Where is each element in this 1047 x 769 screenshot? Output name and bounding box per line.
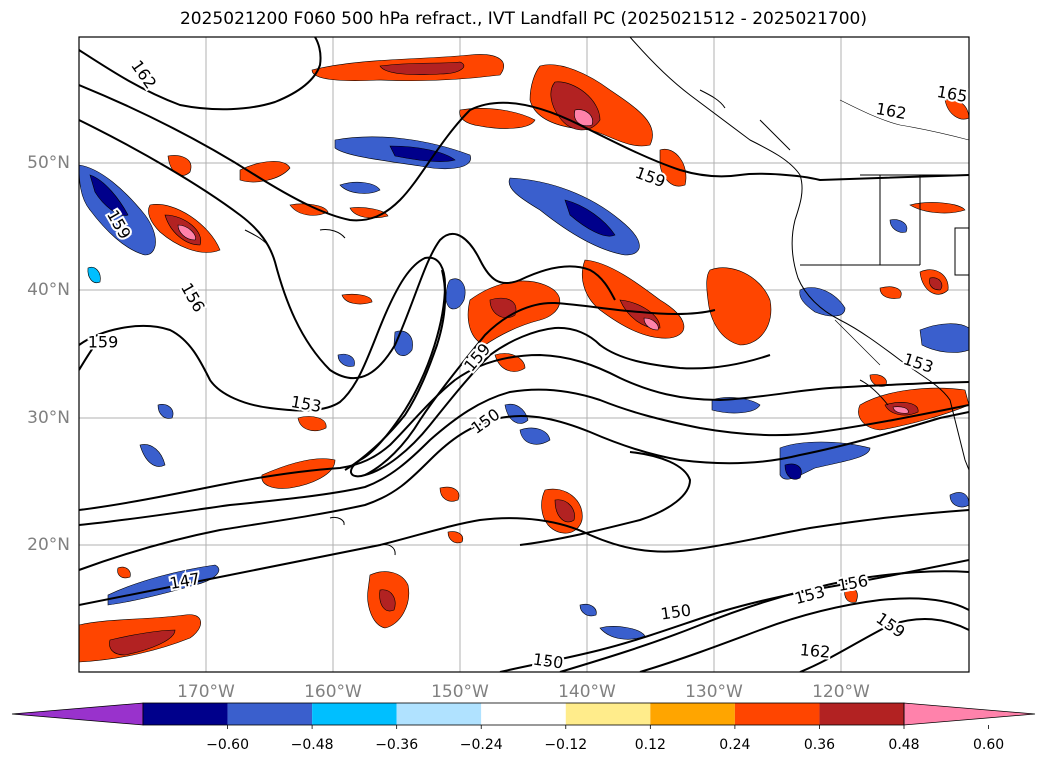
latitude-labels: 50°N 40°N 30°N 20°N bbox=[27, 153, 70, 555]
negative-anomaly-patch bbox=[139, 444, 166, 467]
colorbar-segment bbox=[227, 703, 313, 725]
negative-anomaly-patch bbox=[579, 603, 597, 617]
latitude-label: 20°N bbox=[27, 535, 70, 555]
positive-anomaly-patch bbox=[944, 99, 969, 120]
negative-anomaly-patch bbox=[889, 219, 908, 233]
colorbar: −0.60 −0.48 −0.36 −0.24 −0.12 0.12 0.24 0.36 0.4… bbox=[11, 702, 1036, 753]
positive-anomaly-patch bbox=[261, 458, 336, 489]
colorbar-segment bbox=[396, 703, 482, 725]
positive-anomaly-patch bbox=[706, 267, 772, 346]
anomaly-fill-layer bbox=[79, 54, 969, 663]
colorbar-tick-label: −0.36 bbox=[375, 737, 418, 753]
longitude-label: 170°W bbox=[177, 682, 235, 702]
colorbar-segment bbox=[143, 703, 228, 725]
contour-label: 162 bbox=[799, 640, 831, 662]
colorbar-extend-max bbox=[903, 702, 1036, 726]
colorbar-segment bbox=[565, 703, 651, 725]
negative-anomaly-patch bbox=[919, 323, 969, 353]
positive-anomaly-patch bbox=[109, 629, 176, 656]
longitude-label: 150°W bbox=[431, 682, 489, 702]
positive-anomaly-patch bbox=[909, 202, 966, 214]
colorbar-tick-label: 0.48 bbox=[888, 737, 919, 753]
negative-anomaly-patch bbox=[87, 267, 101, 283]
colorbar-tick-label: −0.60 bbox=[206, 737, 249, 753]
colorbar-segment bbox=[481, 703, 566, 725]
positive-anomaly-patch bbox=[489, 297, 517, 319]
negative-anomaly-patch bbox=[799, 287, 846, 317]
negative-anomaly-patch bbox=[445, 278, 466, 310]
negative-anomaly-patch bbox=[389, 145, 456, 162]
longitude-label: 140°W bbox=[558, 682, 616, 702]
colorbar-tick-label: 0.12 bbox=[635, 737, 666, 753]
negative-anomaly-patch bbox=[784, 463, 802, 480]
positive-anomaly-patch bbox=[574, 109, 593, 127]
longitude-label: 120°W bbox=[812, 682, 870, 702]
positive-anomaly-patch bbox=[447, 531, 463, 544]
negative-anomaly-patch bbox=[519, 427, 551, 445]
positive-anomaly-patch bbox=[117, 566, 131, 579]
negative-anomaly-patch bbox=[157, 404, 174, 419]
colorbar-tick-label: 0.24 bbox=[719, 737, 750, 753]
positive-anomaly-patch bbox=[844, 587, 858, 603]
positive-anomaly-patch bbox=[892, 406, 909, 414]
positive-anomaly-patch bbox=[289, 203, 329, 216]
colorbar-segment bbox=[312, 703, 397, 725]
colorbar-outline bbox=[142, 702, 905, 726]
map-panel bbox=[79, 37, 969, 672]
longitude-label: 160°W bbox=[304, 682, 362, 702]
graticule bbox=[79, 37, 969, 672]
negative-anomaly-patch bbox=[337, 353, 355, 367]
latitude-label: 40°N bbox=[27, 280, 70, 300]
negative-anomaly-patch bbox=[711, 397, 761, 414]
positive-anomaly-patch bbox=[643, 317, 659, 331]
colorbar-segment bbox=[734, 703, 820, 725]
longitude-labels: 170°W 160°W 150°W 140°W 130°W 120°W bbox=[177, 682, 870, 702]
positive-anomaly-patch bbox=[177, 224, 196, 241]
map-frame bbox=[78, 36, 970, 673]
latitude-label: 50°N bbox=[27, 153, 70, 173]
latitude-label: 30°N bbox=[27, 408, 70, 428]
colorbar-tick-label: −0.12 bbox=[544, 737, 587, 753]
longitude-label: 130°W bbox=[685, 682, 743, 702]
positive-anomaly-patch bbox=[379, 61, 465, 76]
positive-anomaly-patch bbox=[459, 108, 536, 129]
contour-label: 150 bbox=[659, 600, 692, 623]
map-title: 2025021200 F060 500 hPa refract., IVT La… bbox=[179, 9, 867, 29]
colorbar-tick-label: 0.36 bbox=[804, 737, 835, 753]
positive-anomaly-patch bbox=[379, 589, 396, 612]
positive-anomaly-patch bbox=[929, 277, 943, 291]
positive-anomaly-patch bbox=[439, 486, 460, 502]
positive-anomaly-patch bbox=[554, 499, 575, 523]
positive-anomaly-patch bbox=[581, 259, 685, 339]
negative-anomaly-patch bbox=[949, 492, 969, 508]
positive-anomaly-patch bbox=[297, 416, 327, 431]
colorbar-tick-label: −0.24 bbox=[460, 737, 503, 753]
colorbar-segment bbox=[650, 703, 735, 725]
colorbar-segment bbox=[819, 703, 904, 725]
positive-anomaly-patch bbox=[239, 161, 291, 183]
positive-anomaly-patch bbox=[879, 286, 902, 299]
positive-anomaly-patch bbox=[341, 293, 373, 305]
colorbar-extend-min bbox=[11, 702, 144, 726]
negative-anomaly-patch bbox=[89, 174, 129, 216]
negative-anomaly-patch bbox=[339, 181, 381, 194]
colorbar-tick-label: −0.48 bbox=[291, 737, 334, 753]
contour-lines bbox=[79, 37, 969, 672]
contour-label: 159 bbox=[88, 333, 119, 352]
negative-anomaly-patch bbox=[107, 564, 220, 606]
colorbar-tick-label: 0.60 bbox=[973, 737, 1004, 753]
negative-anomaly-patch bbox=[564, 199, 616, 237]
